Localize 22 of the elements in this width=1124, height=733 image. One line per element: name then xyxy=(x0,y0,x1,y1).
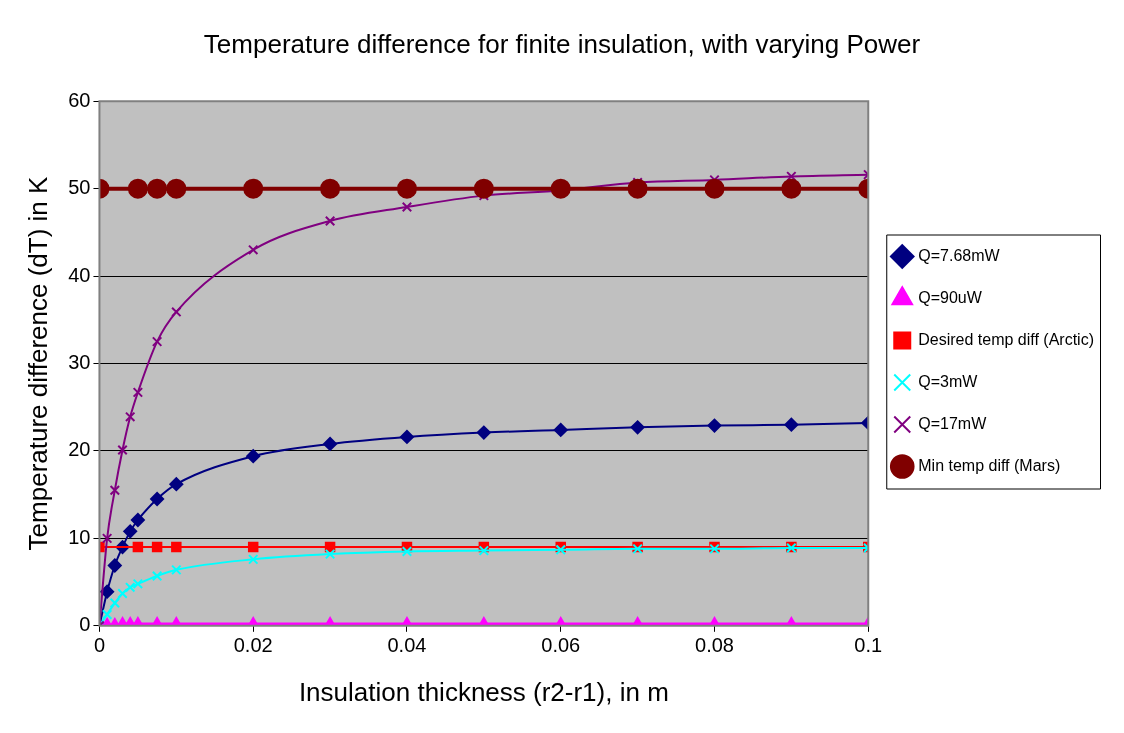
x-tick-label: 0.04 xyxy=(387,634,427,657)
legend-label: Q=90uW xyxy=(918,288,983,306)
y-axis-title: Temperature difference (dT) in K xyxy=(22,175,53,551)
y-tick-label: 50 xyxy=(68,176,91,199)
x-tick-label: 0.08 xyxy=(695,634,734,657)
chart-title: Temperature difference for finite insulation, with varying Power xyxy=(203,28,921,59)
legend-label: Q=3mW xyxy=(918,372,979,390)
y-tick-label: 30 xyxy=(68,351,91,374)
x-axis-title: Insulation thickness (r2-r1), in m xyxy=(298,676,669,707)
legend-label: Desired temp diff (Arctic) xyxy=(918,330,1094,348)
legend-label: Q=17mW xyxy=(918,414,988,432)
y-tick-label: 20 xyxy=(68,438,91,461)
legend-label: Min temp diff (Mars) xyxy=(918,456,1061,474)
y-tick-label: 40 xyxy=(68,263,91,286)
x-tick-label: 0.06 xyxy=(541,634,581,657)
legend-label: Q=7.68mW xyxy=(918,246,1001,264)
y-tick-label: 60 xyxy=(68,88,91,111)
x-tick-label: 0 xyxy=(93,634,106,657)
x-tick-label: 0.02 xyxy=(233,634,273,657)
y-tick-label: 0 xyxy=(79,613,91,636)
y-tick-label: 10 xyxy=(68,525,91,548)
x-tick-label: 0.1 xyxy=(854,634,883,657)
